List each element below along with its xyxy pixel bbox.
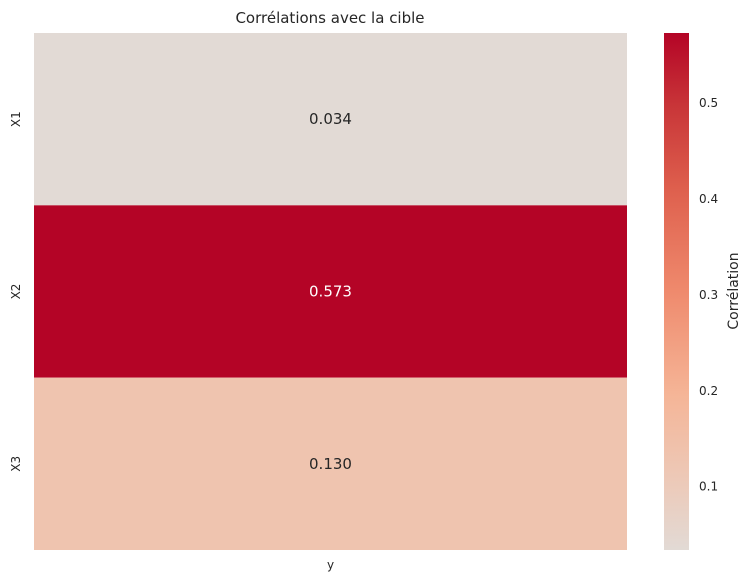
cell-value-label-x2: 0.573 — [309, 283, 352, 301]
y-tick-label-x3: X3 — [9, 456, 23, 472]
heatmap-cell-x2-y — [34, 205, 627, 378]
colorbar-tick-label: 0.1 — [699, 480, 718, 494]
y-tick-label-x2: X2 — [9, 284, 23, 300]
colorbar-label: Corrélation — [726, 252, 742, 329]
colorbar-tick-label: 0.4 — [699, 192, 718, 206]
cell-value-label-x1: 0.034 — [309, 110, 352, 128]
colorbar — [664, 33, 689, 550]
heatmap-cell-x3-y — [34, 377, 627, 550]
y-tick-label-x1: X1 — [9, 111, 23, 127]
y-axis-ticks: X1 X2 X3 — [9, 111, 23, 472]
colorbar-tick-label: 0.2 — [699, 384, 718, 398]
heatmap-cell-x1-y — [34, 33, 627, 206]
colorbar-ticks: 0.1 0.2 0.3 0.4 0.5 — [699, 96, 718, 494]
colorbar-tick-label: 0.3 — [699, 288, 718, 302]
x-axis-ticks: y — [327, 558, 334, 572]
x-tick-label-y: y — [327, 558, 334, 572]
chart-title: Corrélations avec la cible — [235, 9, 424, 27]
colorbar-tick-label: 0.5 — [699, 96, 718, 110]
heatmap-cells: 0.034 0.573 0.130 — [34, 33, 627, 550]
cell-value-label-x3: 0.130 — [309, 455, 352, 473]
